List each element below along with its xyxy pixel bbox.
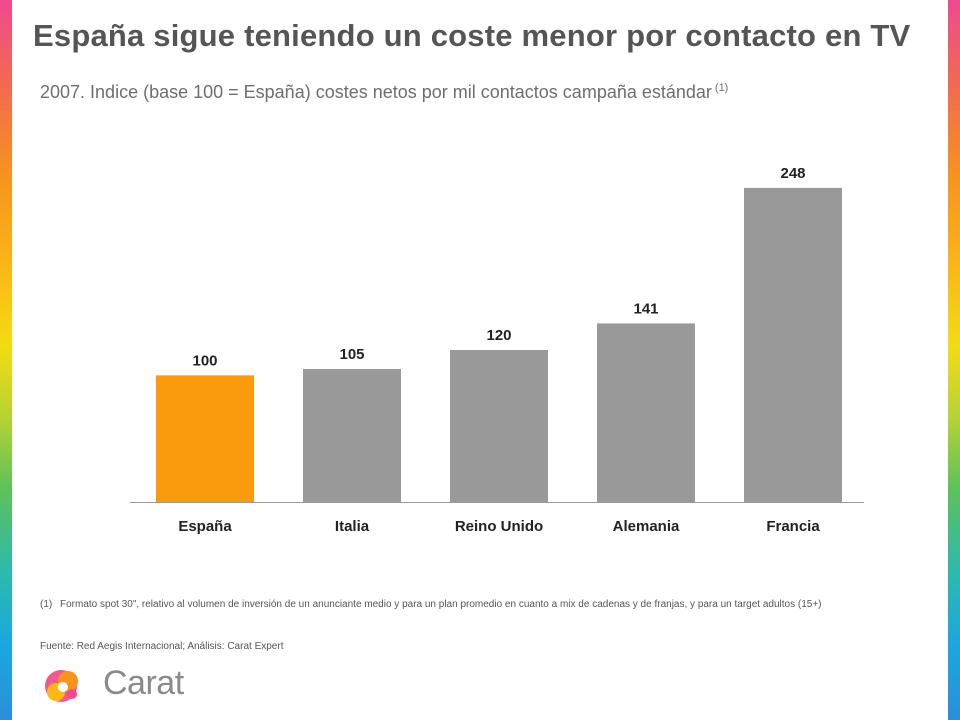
chart-subtitle: 2007. Indice (base 100 = España) costes …: [40, 82, 920, 103]
data-label-0: 100: [192, 352, 217, 369]
category-label-4: Francia: [766, 518, 820, 535]
right-color-stripe: [948, 0, 960, 720]
category-label-0: España: [178, 518, 232, 535]
bar-3: [597, 323, 695, 502]
bar-4: [744, 187, 842, 502]
data-label-2: 120: [486, 327, 511, 344]
category-label-2: Reino Unido: [455, 518, 543, 535]
footnote-marker: (1): [40, 599, 53, 610]
data-label-3: 141: [633, 300, 658, 317]
footnote: (1) Formato spot 30", relativo al volume…: [40, 598, 910, 611]
carat-logo-text: Carat: [103, 664, 184, 702]
subtitle-text: 2007. Indice (base 100 = España) costes …: [40, 82, 712, 102]
bar-0: [156, 375, 254, 502]
carat-logo-icon: [45, 670, 78, 702]
data-label-1: 105: [339, 346, 364, 363]
footnote-text: Formato spot 30", relativo al volumen de…: [60, 599, 822, 610]
bar-1: [303, 369, 401, 502]
source-note: Fuente: Red Aegis Internacional; Análisi…: [40, 641, 284, 652]
category-label-1: Italia: [335, 518, 370, 535]
data-label-4: 248: [780, 165, 805, 182]
category-label-3: Alemania: [613, 518, 680, 535]
bar-2: [450, 350, 548, 502]
page-title: España sigue teniendo un coste menor por…: [33, 18, 911, 53]
left-color-stripe: [0, 0, 12, 720]
subtitle-note-ref: (1): [714, 82, 729, 94]
